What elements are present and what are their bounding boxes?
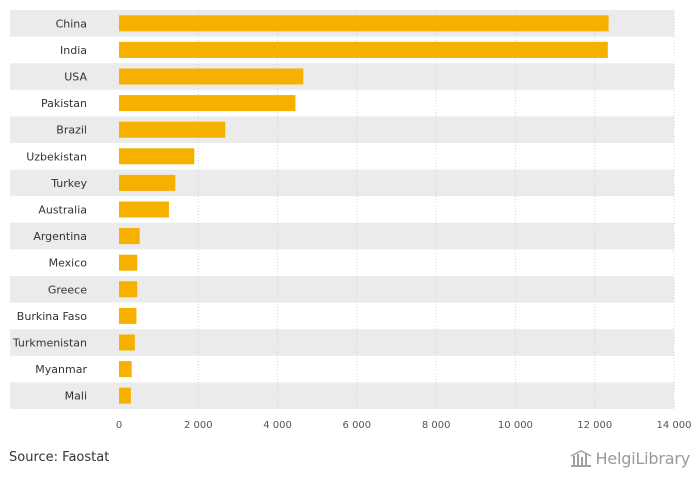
brand-name: HelgiLibrary	[595, 449, 691, 468]
bar-chart: China India USA Pakistan Brazil Uzbekistan Tur…	[10, 10, 692, 431]
bar-brazil[interactable]	[119, 121, 226, 138]
category-label: Pakistan	[41, 97, 87, 110]
category-label: Greece	[48, 283, 87, 296]
row-bands	[10, 10, 674, 409]
x-tick-label: 0	[116, 420, 122, 431]
category-label: Australia	[38, 204, 87, 217]
brand-logo[interactable]: HelgiLibrary	[570, 449, 690, 468]
bar-india[interactable]	[119, 41, 608, 58]
category-label: China	[56, 17, 87, 30]
x-tick-label: 2 000	[184, 420, 213, 431]
x-tick-label: 4 000	[263, 420, 292, 431]
category-label: Mali	[65, 390, 87, 403]
library-icon	[570, 449, 591, 467]
bar-china[interactable]	[119, 15, 609, 32]
bar-turkey[interactable]	[119, 174, 176, 191]
bar-burkina-faso[interactable]	[119, 307, 137, 324]
row-band	[10, 276, 674, 303]
bar-argentina[interactable]	[119, 228, 140, 245]
category-label: Turkmenistan	[12, 337, 87, 350]
category-label: India	[60, 44, 87, 57]
x-tick-label: 14 000	[657, 420, 692, 431]
category-label: Myanmar	[35, 363, 87, 376]
bar-pakistan[interactable]	[119, 95, 296, 112]
category-label: USA	[64, 71, 87, 84]
bar-mali[interactable]	[119, 387, 131, 404]
category-label: Turkey	[50, 177, 87, 190]
category-label: Argentina	[33, 230, 87, 243]
bar-greece[interactable]	[119, 281, 138, 298]
category-label: Burkina Faso	[17, 310, 87, 323]
source-note: Source: Faostat	[9, 450, 110, 465]
bar-mexico[interactable]	[119, 254, 138, 271]
x-axis-ticks: 0 2 000 4 000 6 000 8 000 10 000 12 000 14 000	[116, 420, 692, 431]
bars	[119, 15, 609, 404]
x-tick-label: 12 000	[577, 420, 612, 431]
row-band	[10, 382, 674, 409]
bar-uzbekistan[interactable]	[119, 148, 195, 165]
bar-australia[interactable]	[119, 201, 169, 218]
category-labels: China India USA Pakistan Brazil Uzbekistan Tur…	[12, 17, 88, 402]
category-label: Uzbekistan	[26, 150, 87, 163]
category-label: Mexico	[49, 257, 88, 270]
row-band	[10, 222, 674, 250]
bar-turkmenistan[interactable]	[119, 334, 135, 351]
bar-usa[interactable]	[119, 68, 304, 85]
x-tick-label: 8 000	[422, 420, 451, 431]
category-label: Brazil	[56, 124, 87, 137]
x-tick-label: 6 000	[343, 420, 372, 431]
row-band	[10, 169, 674, 197]
row-band	[10, 329, 674, 356]
x-tick-label: 10 000	[498, 420, 533, 431]
bar-myanmar[interactable]	[119, 361, 132, 378]
row-band	[10, 63, 674, 90]
row-band	[10, 116, 674, 143]
